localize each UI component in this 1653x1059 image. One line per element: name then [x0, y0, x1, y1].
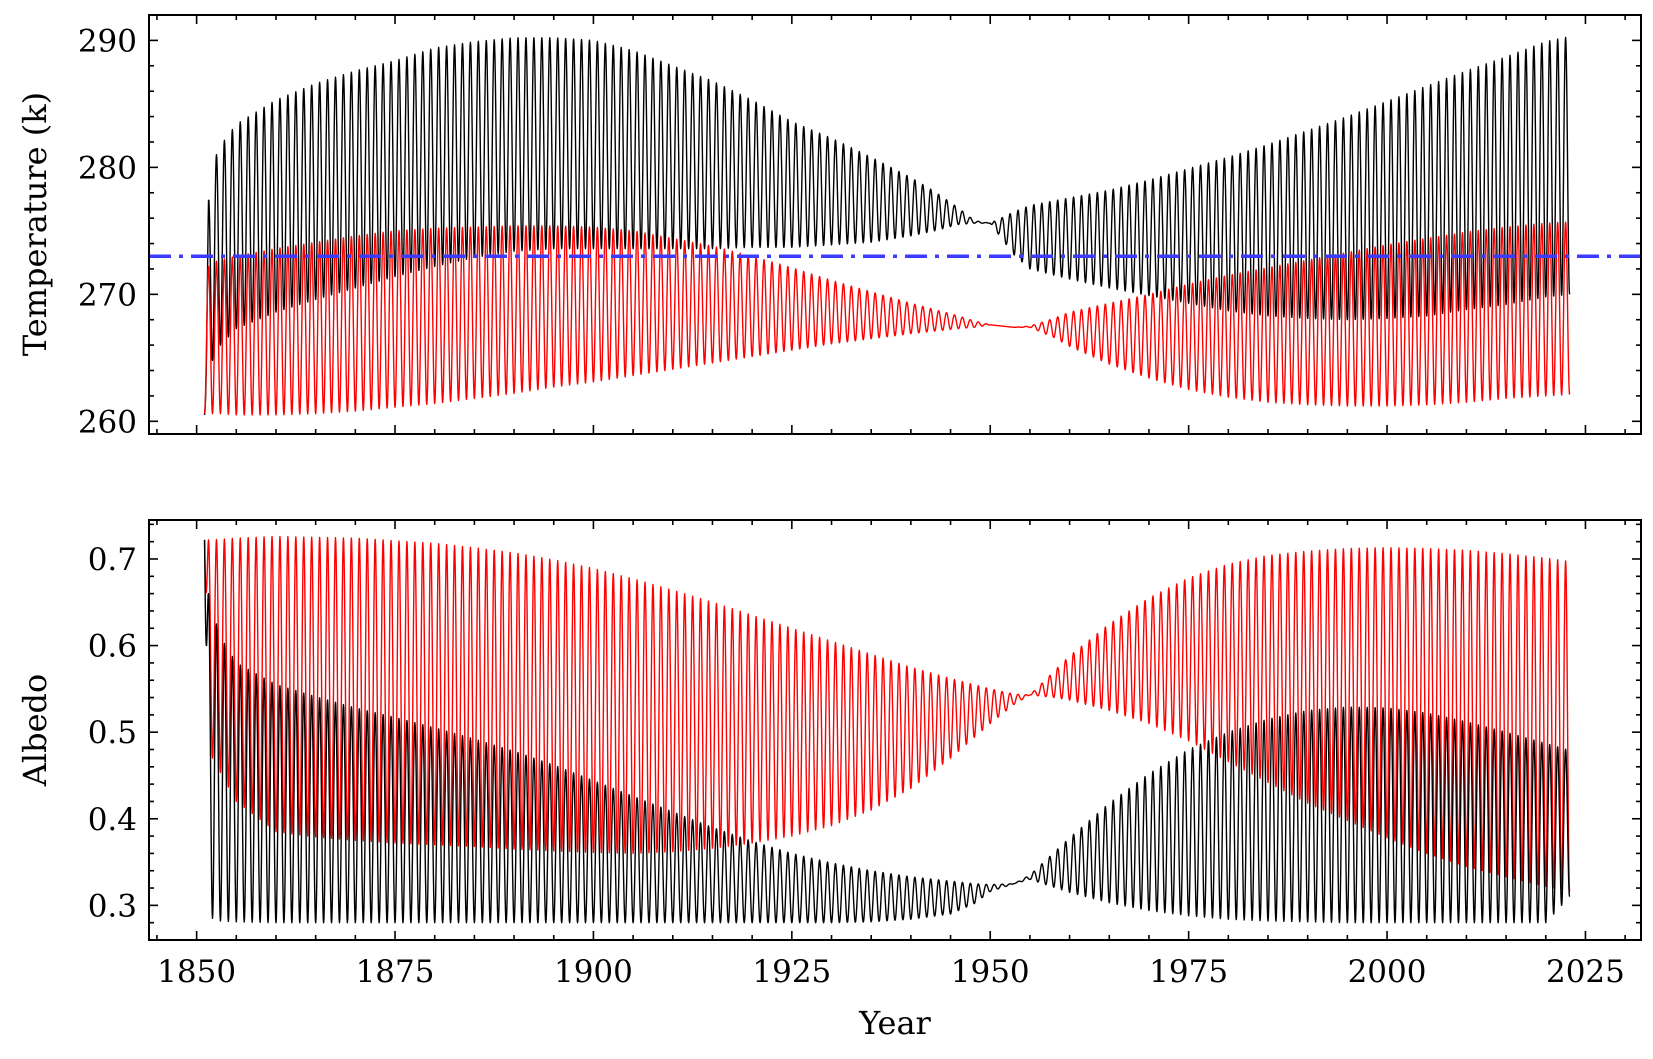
y-tick-label: 0.5 [88, 715, 137, 751]
albedo-series-line-0 [203, 535, 1571, 892]
year-x-axis-label: Year [858, 1004, 931, 1042]
x-tick-label: 1850 [157, 954, 236, 990]
temperature-axes-frame [148, 14, 1642, 435]
y-tick-label: 290 [78, 23, 137, 59]
albedo-ticks: 1850 1875 1900 1925 1950 1975 2000 2025 0.3 0.4 0.… [88, 520, 1641, 990]
albedo-axes-frame [148, 519, 1642, 941]
temperature-series-line-0 [203, 36, 1571, 416]
y-tick-label: 0.6 [88, 629, 137, 665]
albedo-y-axis-label: Albedo [16, 674, 54, 788]
x-tick-label: 2025 [1546, 954, 1625, 990]
y-tick-label: 0.3 [88, 888, 137, 924]
y-tick-label: 270 [78, 277, 137, 313]
albedo-series-layer [203, 535, 1571, 924]
temperature-panel: 260 270 280 290 Temperature (k) [16, 14, 1642, 440]
y-tick-label: 0.4 [88, 802, 137, 838]
albedo-panel: 1850 1875 1900 1925 1950 1975 2000 2025 0.3 0.4 0.… [16, 519, 1642, 1042]
temperature-series-layer [149, 36, 1641, 416]
y-tick-label: 260 [78, 404, 137, 440]
x-tick-label: 1925 [752, 954, 831, 990]
temperature-y-axis-label: Temperature (k) [16, 92, 54, 356]
x-tick-label: 2000 [1348, 954, 1427, 990]
x-tick-label: 1975 [1149, 954, 1228, 990]
temperature-ticks: 260 270 280 290 [78, 14, 1641, 440]
x-tick-label: 1950 [951, 954, 1030, 990]
y-tick-label: 280 [78, 150, 137, 186]
y-tick-label: 0.7 [88, 542, 137, 578]
x-tick-label: 1875 [356, 954, 435, 990]
albedo-series-line-1 [203, 539, 1571, 924]
temperature-series-line-1 [203, 221, 1571, 416]
x-tick-label: 1900 [554, 954, 633, 990]
